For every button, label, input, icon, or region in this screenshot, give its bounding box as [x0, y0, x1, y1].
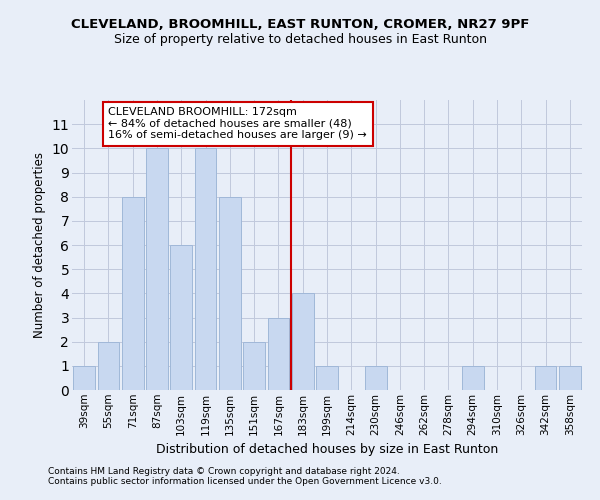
Bar: [316, 366, 338, 390]
Text: Contains public sector information licensed under the Open Government Licence v3: Contains public sector information licen…: [48, 477, 442, 486]
Bar: [268, 318, 289, 390]
Bar: [292, 294, 314, 390]
Bar: [559, 366, 581, 390]
Bar: [462, 366, 484, 390]
Bar: [97, 342, 119, 390]
Bar: [243, 342, 265, 390]
Bar: [146, 148, 168, 390]
Bar: [365, 366, 386, 390]
Text: Contains HM Land Registry data © Crown copyright and database right 2024.: Contains HM Land Registry data © Crown c…: [48, 467, 400, 476]
Bar: [194, 148, 217, 390]
Bar: [219, 196, 241, 390]
Text: CLEVELAND BROOMHILL: 172sqm
← 84% of detached houses are smaller (48)
16% of sem: CLEVELAND BROOMHILL: 172sqm ← 84% of det…: [109, 108, 367, 140]
Bar: [122, 196, 143, 390]
Bar: [535, 366, 556, 390]
Text: Size of property relative to detached houses in East Runton: Size of property relative to detached ho…: [113, 32, 487, 46]
Bar: [73, 366, 95, 390]
Text: CLEVELAND, BROOMHILL, EAST RUNTON, CROMER, NR27 9PF: CLEVELAND, BROOMHILL, EAST RUNTON, CROME…: [71, 18, 529, 30]
Bar: [170, 245, 192, 390]
Y-axis label: Number of detached properties: Number of detached properties: [33, 152, 46, 338]
X-axis label: Distribution of detached houses by size in East Runton: Distribution of detached houses by size …: [156, 443, 498, 456]
